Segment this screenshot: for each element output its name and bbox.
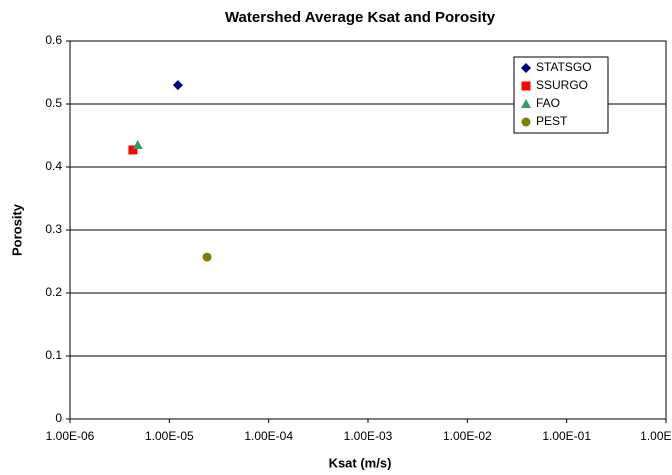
legend-label: SSURGO [536,78,588,92]
x-tick-label: 1.00E-04 [244,429,293,443]
x-tick-label: 1.00E-02 [443,429,492,443]
x-tick-label: 1.00E-03 [344,429,393,443]
legend-marker [521,81,531,91]
legend-label: FAO [536,96,560,110]
y-tick-label: 0.1 [45,348,62,362]
point [202,252,212,262]
x-tick-label: 1.00E-01 [542,429,591,443]
y-tick-label: 0 [55,411,62,425]
chart-title: Watershed Average Ksat and Porosity [225,9,496,26]
y-tick-label: 0.5 [45,96,62,110]
y-axis-title: Porosity [9,203,24,256]
point [172,80,183,91]
plot-area [69,40,667,420]
point [128,145,138,155]
legend-marker [521,63,531,73]
legend-marker [521,117,531,127]
x-tick-label: 1.00E-06 [46,429,95,443]
legend-label: STATSGO [536,60,592,74]
y-tick-label: 0.6 [45,33,62,47]
x-tick-label: 1.00E+00 [640,429,672,443]
y-tick-label: 0.2 [45,285,62,299]
y-tick-label: 0.3 [45,222,62,236]
legend-marker [521,99,531,108]
y-tick-label: 0.4 [45,159,62,173]
x-axis-title: Ksat (m/s) [329,455,392,470]
legend-label: PEST [536,114,568,128]
x-tick-label: 1.00E-05 [145,429,194,443]
point [132,139,143,149]
